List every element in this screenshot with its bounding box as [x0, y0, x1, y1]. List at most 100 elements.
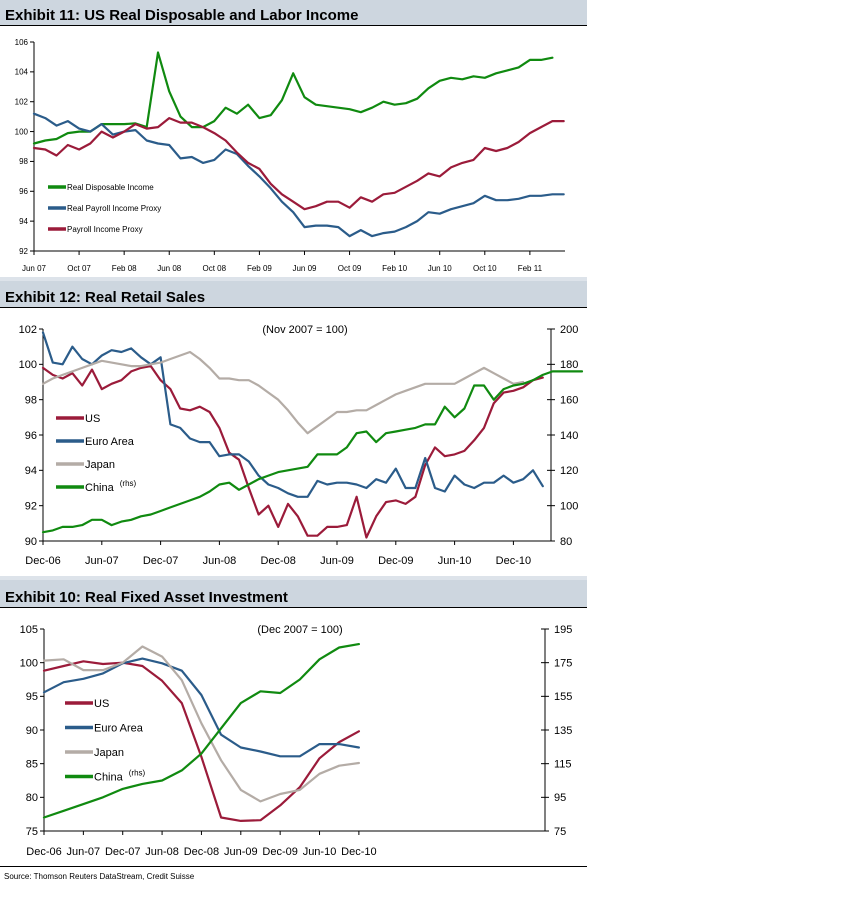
exhibit-11-footer-band	[0, 277, 587, 281]
y-tick-label-left: 90	[26, 725, 38, 737]
x-tick-label: Dec-07	[143, 555, 178, 567]
y-tick-label-left: 98	[25, 395, 37, 407]
y-tick-label-left: 106	[15, 38, 29, 47]
series-line-real-disposable-income	[32, 51, 554, 145]
x-tick-label: Dec-07	[105, 846, 140, 858]
y-tick-label-left: 102	[19, 324, 37, 336]
legend-label-china: China	[94, 772, 124, 784]
x-tick-label: Jun-07	[67, 846, 101, 858]
x-tick-label: Jun 09	[292, 264, 317, 273]
x-tick-label: Dec-09	[378, 555, 413, 567]
x-tick-label: Oct 10	[473, 264, 497, 273]
x-tick-label: Oct 09	[338, 264, 362, 273]
y-tick-label-left: 100	[15, 127, 29, 136]
y-tick-label-left: 105	[20, 624, 38, 636]
series-line-real-payroll-income-proxy	[32, 112, 565, 238]
y-tick-label-left: 80	[26, 792, 38, 804]
legend-suffix-china: (rhs)	[129, 769, 146, 778]
series-line-payroll-income-proxy	[32, 116, 565, 211]
y-tick-label-left: 98	[19, 157, 28, 166]
y-tick-label-right: 140	[560, 430, 578, 442]
exhibit-12-chart: 90 92 94 96 98 100 102 80 100 120 140 160 180 200 Dec-…	[19, 324, 584, 567]
y-tick-label-left: 96	[19, 187, 28, 196]
x-tick-label: Jun 08	[157, 264, 182, 273]
y-tick-label-left: 100	[19, 359, 37, 371]
x-tick-label: Jun 07	[22, 264, 47, 273]
legend-label-japan: Japan	[94, 747, 124, 759]
exhibit-11-chart: 92 94 96 98 100 102 104 106 Jun 07 Oct 07 Feb 08 Ju…	[15, 38, 565, 273]
y-tick-label-left: 92	[25, 501, 37, 513]
legend-suffix-china: (rhs)	[120, 479, 137, 488]
y-tick-label-right: 80	[560, 536, 572, 548]
exhibit-10-header: Exhibit 10: Real Fixed Asset Investment	[0, 580, 587, 608]
series-line-japan	[41, 350, 525, 435]
legend-label-china: China	[85, 482, 115, 494]
y-tick-label-left: 75	[26, 826, 38, 838]
y-tick-label-right: 75	[554, 826, 566, 838]
legend-label-real-disposable-income: Real Disposable Income	[67, 183, 154, 192]
x-tick-label: Jun-07	[85, 555, 119, 567]
y-tick-label-right: 180	[560, 359, 578, 371]
x-tick-label: Dec-09	[262, 846, 297, 858]
legend-label-us: US	[94, 698, 109, 710]
y-tick-label-left: 95	[26, 691, 38, 703]
y-tick-label-left: 102	[15, 98, 29, 107]
x-tick-label: Jun-10	[303, 846, 337, 858]
y-tick-label-right: 95	[554, 792, 566, 804]
y-tick-label-right: 175	[554, 658, 572, 670]
x-tick-label: Feb 09	[247, 264, 272, 273]
source-divider	[0, 866, 587, 867]
y-tick-label-right: 200	[560, 324, 578, 336]
x-tick-label: Jun-10	[438, 555, 472, 567]
legend-label-real-payroll-income-proxy: Real Payroll Income Proxy	[67, 204, 161, 213]
x-tick-label: Jun-08	[145, 846, 179, 858]
x-tick-label: Feb 08	[112, 264, 137, 273]
y-tick-label-right: 115	[554, 759, 572, 771]
exhibit-10-title: Exhibit 10: Real Fixed Asset Investment	[5, 589, 288, 606]
x-tick-label: Dec-10	[496, 555, 531, 567]
y-tick-label-left: 94	[19, 217, 28, 226]
y-tick-label-right: 120	[560, 465, 578, 477]
y-tick-label-right: 100	[560, 501, 578, 513]
x-tick-label: Oct 08	[203, 264, 227, 273]
x-tick-label: Dec-08	[260, 555, 295, 567]
series-line-us	[42, 660, 360, 822]
y-tick-label-left: 90	[25, 536, 37, 548]
x-tick-label: Dec-06	[25, 555, 60, 567]
chart-subtitle: (Dec 2007 = 100)	[257, 624, 342, 636]
y-tick-label-left: 85	[26, 759, 38, 771]
exhibit-11-header: Exhibit 11: US Real Disposable and Labor…	[0, 0, 587, 26]
y-tick-label-right: 160	[560, 395, 578, 407]
x-tick-label: Jun 10	[428, 264, 453, 273]
series-line-japan	[42, 645, 360, 803]
legend-label-japan: Japan	[85, 459, 115, 471]
legend-label-euro-area: Euro Area	[94, 723, 144, 735]
exhibit-12-footer-band	[0, 576, 587, 580]
x-tick-label: Dec-10	[341, 846, 376, 858]
x-tick-label: Dec-06	[26, 846, 61, 858]
x-tick-label: Jun-08	[203, 555, 237, 567]
series-line-euro-area	[41, 331, 544, 498]
exhibit-10-chart: 75 80 85 90 95 100 105 75 95 115 135 155 175 195 Dec-0…	[20, 624, 573, 858]
y-tick-label-left: 92	[19, 247, 28, 256]
x-tick-label: Jun-09	[320, 555, 354, 567]
y-tick-label-left: 94	[25, 465, 37, 477]
chart-subtitle: (Nov 2007 = 100)	[262, 324, 347, 336]
series-line-china	[42, 642, 360, 819]
legend-label-us: US	[85, 413, 100, 425]
legend-label-payroll-income-proxy: Payroll Income Proxy	[67, 225, 143, 234]
x-tick-label: Oct 07	[67, 264, 91, 273]
exhibit-12-title: Exhibit 12: Real Retail Sales	[5, 289, 206, 306]
series-line-euro-area	[42, 657, 360, 758]
source-note: Source: Thomson Reuters DataStream, Cred…	[4, 872, 195, 881]
y-tick-label-right: 135	[554, 725, 572, 737]
x-tick-label: Feb 10	[382, 264, 407, 273]
y-tick-label-left: 96	[25, 430, 37, 442]
x-tick-label: Dec-08	[184, 846, 219, 858]
series-line-us	[41, 364, 544, 539]
y-tick-label-right: 155	[554, 691, 572, 703]
y-tick-label-left: 100	[20, 658, 38, 670]
y-tick-label-left: 104	[15, 68, 29, 77]
x-tick-label: Jun-09	[224, 846, 258, 858]
x-tick-label: Feb 11	[518, 264, 543, 273]
